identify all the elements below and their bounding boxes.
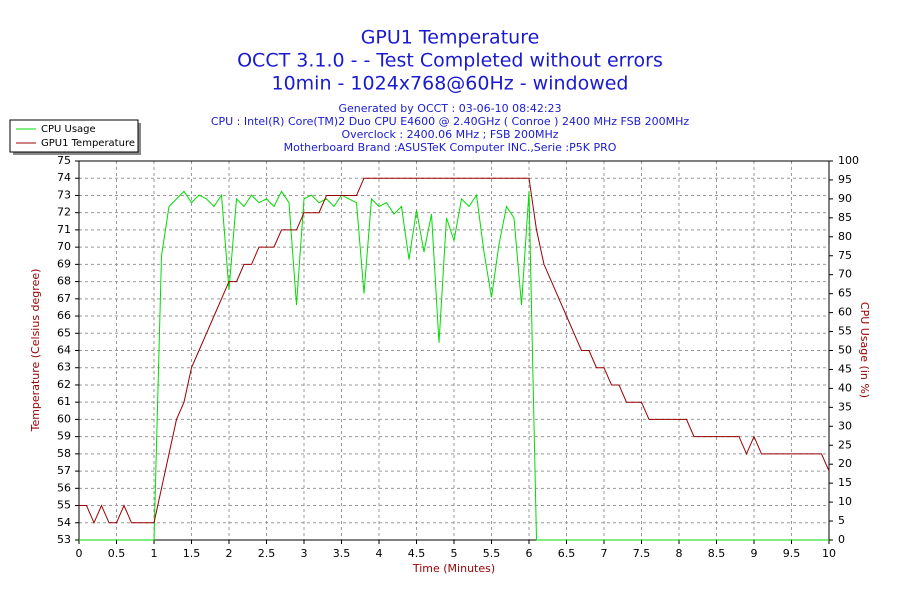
x-tick-label: 10	[822, 547, 836, 560]
x-tick-label: 7	[601, 547, 608, 560]
x-tick-label: 1.5	[183, 547, 201, 560]
chart-title: OCCT 3.1.0 - - Test Completed without er…	[237, 50, 663, 72]
y2-tick-label: 70	[838, 268, 852, 281]
y2-tick-label: 20	[838, 457, 852, 470]
x-tick-label: 4	[376, 547, 383, 560]
y-tick-label: 73	[57, 188, 71, 201]
subtitle: Overclock : 2400.06 MHz ; FSB 200MHz	[341, 128, 558, 141]
y-tick-label: 55	[57, 499, 71, 512]
y2-tick-label: 15	[838, 476, 852, 489]
x-tick-label: 8.5	[708, 547, 726, 560]
x-tick-label: 9.5	[783, 547, 801, 560]
y2-axis-label: CPU Usage (in %)	[858, 302, 871, 398]
legend-label: CPU Usage	[41, 124, 96, 135]
y2-tick-label: 25	[838, 438, 852, 451]
y2-tick-label: 75	[838, 249, 852, 262]
subtitle: CPU : Intel(R) Core(TM)2 Duo CPU E4600 @…	[211, 115, 690, 128]
y2-tick-label: 85	[838, 211, 852, 224]
y2-tick-label: 95	[838, 173, 852, 186]
y2-tick-label: 50	[838, 344, 852, 357]
y2-tick-label: 40	[838, 381, 852, 394]
y-tick-label: 54	[57, 516, 71, 529]
x-tick-label: 1	[151, 547, 158, 560]
y-tick-label: 61	[57, 395, 71, 408]
y2-tick-label: 60	[838, 306, 852, 319]
y-tick-label: 66	[57, 309, 71, 322]
y-tick-label: 62	[57, 378, 71, 391]
chart-title: 10min - 1024x768@60Hz - windowed	[271, 73, 628, 95]
y-tick-label: 69	[57, 257, 71, 270]
subtitle: Motherboard Brand :ASUSTeK Computer INC.…	[284, 141, 617, 154]
y-tick-label: 65	[57, 326, 71, 339]
y2-tick-label: 45	[838, 362, 852, 375]
y2-tick-label: 35	[838, 400, 852, 413]
y2-tick-label: 30	[838, 419, 852, 432]
y2-tick-label: 10	[838, 495, 852, 508]
y2-tick-label: 0	[838, 533, 845, 546]
y-tick-label: 58	[57, 447, 71, 460]
y-tick-label: 57	[57, 464, 71, 477]
data-line	[79, 177, 830, 525]
y-tick-label: 71	[57, 223, 71, 236]
y-tick-label: 60	[57, 412, 71, 425]
x-tick-label: 3	[301, 547, 308, 560]
y-tick-label: 59	[57, 430, 71, 443]
x-tick-label: 6.5	[558, 547, 576, 560]
chart-title: GPU1 Temperature	[361, 27, 540, 49]
x-tick-label: 0.5	[108, 547, 126, 560]
data-line	[79, 190, 829, 541]
x-tick-label: 3.5	[333, 547, 351, 560]
x-tick-label: 7.5	[633, 547, 651, 560]
y-tick-label: 67	[57, 292, 71, 305]
x-tick-label: 2.5	[258, 547, 276, 560]
y2-tick-label: 65	[838, 287, 852, 300]
y-tick-label: 53	[57, 533, 71, 546]
y2-tick-label: 100	[838, 154, 859, 167]
y2-tick-label: 80	[838, 230, 852, 243]
y2-tick-label: 55	[838, 325, 852, 338]
subtitle: Generated by OCCT : 03-06-10 08:42:23	[338, 102, 561, 115]
y-tick-label: 72	[57, 206, 71, 219]
y2-tick-label: 5	[838, 514, 845, 527]
x-tick-label: 2	[226, 547, 233, 560]
legend-box	[9, 119, 139, 153]
x-tick-label: 5.5	[483, 547, 501, 560]
x-tick-label: 6	[526, 547, 533, 560]
y-tick-label: 68	[57, 275, 71, 288]
x-tick-label: 5	[451, 547, 458, 560]
legend-label: GPU1 Temperature	[41, 138, 135, 149]
x-tick-label: 4.5	[408, 547, 426, 560]
plot-border	[78, 160, 830, 541]
x-axis-label: Time (Minutes)	[412, 562, 495, 575]
y-tick-label: 70	[57, 240, 71, 253]
y-tick-label: 63	[57, 361, 71, 374]
y2-tick-label: 90	[838, 192, 852, 205]
y-tick-label: 64	[57, 344, 71, 357]
y-tick-label: 75	[57, 154, 71, 167]
x-tick-label: 0	[76, 547, 83, 560]
y-axis-label: Temperature (Celsius degree)	[29, 269, 42, 433]
x-tick-label: 8	[676, 547, 683, 560]
y-tick-label: 56	[57, 481, 71, 494]
y-tick-label: 74	[57, 171, 71, 184]
x-tick-label: 9	[751, 547, 758, 560]
